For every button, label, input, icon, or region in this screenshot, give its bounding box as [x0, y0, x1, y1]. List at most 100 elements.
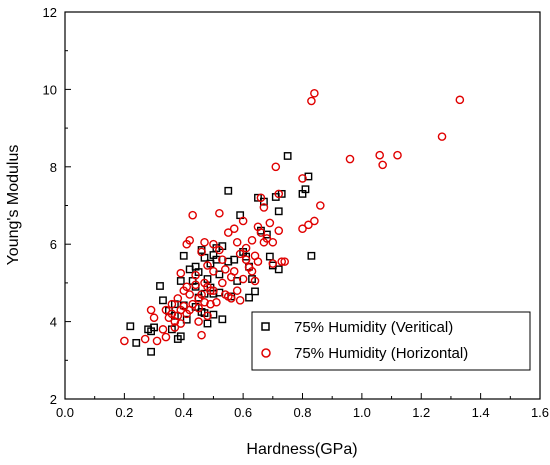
data-point-vertical — [209, 251, 218, 259]
data-point-horizontal — [203, 311, 212, 321]
data-point-horizontal — [206, 286, 215, 295]
data-point-horizontal — [170, 323, 180, 332]
data-point-horizontal — [176, 319, 186, 328]
data-point-horizontal — [206, 299, 215, 309]
data-point-horizontal — [235, 249, 245, 259]
data-point-horizontal — [120, 336, 129, 346]
data-point-horizontal — [232, 237, 242, 247]
data-point-horizontal — [200, 297, 209, 307]
legend-box — [251, 311, 531, 371]
y-tick-label: 10 — [43, 82, 57, 97]
data-point-vertical — [307, 251, 316, 260]
data-point-vertical — [150, 323, 158, 332]
data-point-horizontal — [232, 286, 242, 295]
data-point-horizontal — [298, 174, 307, 183]
data-point-horizontal — [173, 294, 183, 303]
data-point-horizontal — [280, 257, 289, 266]
data-point-vertical — [147, 347, 155, 356]
data-point-vertical — [159, 296, 167, 305]
data-point-vertical — [218, 315, 227, 324]
data-point-horizontal — [265, 218, 275, 228]
data-point-horizontal — [194, 317, 203, 326]
data-point-horizontal — [191, 280, 200, 290]
data-point-horizontal — [209, 266, 218, 276]
data-point-horizontal — [215, 245, 224, 255]
data-point-vertical — [283, 152, 292, 160]
axis-ticks: 0.0 0.2 0.4 0.6 0.8 1.0 1.2 1.4 1.6 2 4 6 8 10 12 — [43, 5, 550, 420]
data-point-horizontal — [167, 309, 177, 319]
data-point-horizontal — [209, 286, 218, 295]
data-point-horizontal — [375, 150, 384, 160]
data-point-horizontal — [197, 247, 206, 257]
data-point-horizontal — [229, 224, 239, 234]
data-point-horizontal — [152, 336, 162, 346]
data-point-horizontal — [182, 282, 192, 292]
legend-label-vertical: 75% Humidity (Veritical) — [294, 319, 453, 336]
data-point-horizontal — [158, 325, 168, 334]
data-point-horizontal — [194, 303, 203, 313]
data-point-horizontal — [437, 132, 447, 141]
data-point-horizontal — [146, 305, 156, 315]
data-point-horizontal — [235, 296, 245, 305]
y-tick-label: 12 — [43, 5, 57, 20]
data-point-horizontal — [218, 278, 227, 288]
data-point-horizontal — [378, 160, 387, 170]
data-point-vertical — [132, 338, 141, 347]
data-point-horizontal — [268, 237, 278, 247]
x-tick-label: 0.4 — [175, 405, 193, 420]
data-point-horizontal — [256, 193, 266, 203]
data-points — [120, 88, 465, 356]
data-point-horizontal — [345, 154, 355, 164]
data-point-horizontal — [307, 96, 316, 106]
data-point-horizontal — [226, 294, 236, 303]
data-point-vertical — [126, 322, 135, 331]
data-point-horizontal — [229, 266, 239, 276]
legend-marker-circle — [261, 348, 271, 358]
legend: 75% Humidity (Veritical) 75% Humidity (H… — [251, 311, 531, 371]
data-point-horizontal — [310, 88, 319, 98]
data-point-horizontal — [393, 150, 402, 160]
data-point-horizontal — [238, 274, 248, 284]
data-point-vertical — [209, 310, 218, 319]
data-point-horizontal — [271, 162, 281, 172]
data-point-horizontal — [250, 276, 260, 286]
data-point-horizontal — [247, 266, 257, 276]
data-point-vertical — [230, 255, 239, 264]
data-point-horizontal — [185, 236, 194, 245]
data-point-vertical — [156, 282, 164, 290]
legend-label-horizontal: 75% Humidity (Horizontal) — [294, 345, 468, 362]
data-point-horizontal — [188, 299, 197, 309]
data-point-horizontal — [161, 305, 171, 315]
data-point-vertical — [274, 207, 283, 216]
data-point-horizontal — [455, 95, 465, 105]
data-point-horizontal — [188, 210, 197, 220]
data-point-horizontal — [209, 239, 218, 249]
data-point-horizontal — [149, 313, 159, 323]
data-point-horizontal — [200, 237, 209, 247]
data-point-horizontal — [259, 203, 269, 212]
data-point-horizontal — [218, 255, 227, 264]
data-point-horizontal — [212, 297, 221, 307]
data-point-horizontal — [304, 220, 313, 230]
data-point-vertical — [176, 332, 185, 341]
data-point-horizontal — [215, 208, 224, 218]
x-tick-label: 1.6 — [531, 405, 549, 420]
data-point-horizontal — [161, 332, 171, 342]
data-point-horizontal — [274, 189, 284, 199]
data-point-horizontal — [221, 265, 230, 274]
data-point-horizontal — [191, 270, 200, 280]
y-tick-label: 2 — [50, 392, 57, 407]
data-point-horizontal — [223, 228, 233, 237]
data-point-horizontal — [185, 290, 194, 299]
legend-marker-square — [261, 322, 270, 331]
data-point-horizontal — [197, 290, 206, 299]
data-point-vertical — [224, 186, 233, 195]
x-tick-label: 1.2 — [412, 405, 430, 420]
data-point-horizontal — [316, 201, 325, 210]
data-point-horizontal — [176, 268, 186, 278]
x-tick-label: 0.0 — [56, 405, 74, 420]
data-point-horizontal — [262, 234, 272, 243]
y-tick-label: 6 — [50, 237, 57, 252]
data-point-horizontal — [277, 257, 287, 266]
y-tick-label: 4 — [50, 315, 57, 330]
